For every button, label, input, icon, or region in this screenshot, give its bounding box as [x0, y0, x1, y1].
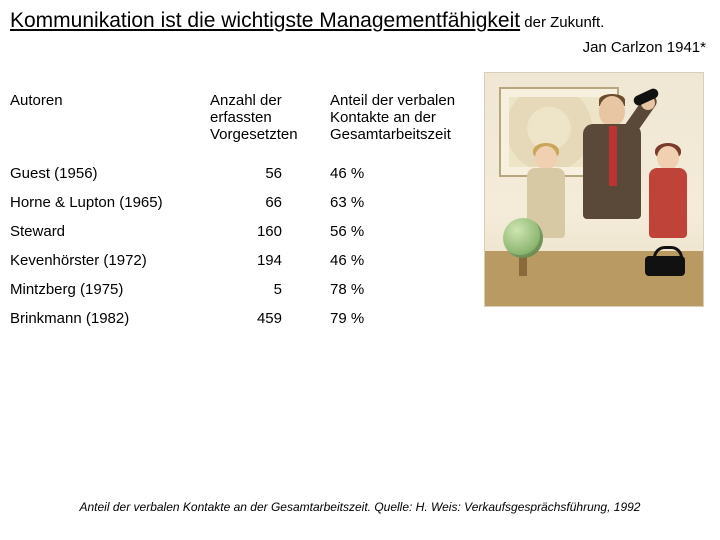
head-icon: [535, 146, 557, 170]
title-tail: der Zukunft.: [520, 14, 604, 31]
title-main: Kommunikation ist die wichtigste Managem…: [10, 9, 520, 32]
cell-author: Steward: [10, 217, 210, 246]
table-row: Horne & Lupton (1965)6663 %: [10, 188, 500, 217]
table-body: Guest (1956)5646 %Horne & Lupton (1965)6…: [10, 159, 500, 333]
desk-phone-icon: [645, 256, 685, 276]
cell-share: 63 %: [330, 188, 500, 217]
footer-source: Anteil der verbalen Kontakte an der Gesa…: [0, 500, 720, 514]
cell-share: 46 %: [330, 246, 500, 275]
cell-share: 78 %: [330, 275, 500, 304]
cell-share: 79 %: [330, 304, 500, 333]
cell-author: Kevenhörster (1972): [10, 246, 210, 275]
slide: Kommunikation ist die wichtigste Managem…: [0, 0, 720, 540]
table-row: Brinkmann (1982)45979 %: [10, 304, 500, 333]
cell-count: 5: [210, 275, 330, 304]
data-table: Autoren Anzahl dererfasstenVorgesetzten …: [10, 92, 500, 333]
cell-author: Guest (1956): [10, 159, 210, 188]
cell-count: 66: [210, 188, 330, 217]
header-authors: Autoren: [10, 92, 210, 159]
cell-share: 46 %: [330, 159, 500, 188]
title-line: Kommunikation ist die wichtigste Managem…: [10, 8, 710, 33]
cell-author: Mintzberg (1975): [10, 275, 210, 304]
tie-icon: [609, 126, 617, 186]
table-row: Kevenhörster (1972)19446 %: [10, 246, 500, 275]
cell-count: 56: [210, 159, 330, 188]
cell-author: Brinkmann (1982): [10, 304, 210, 333]
table-row: Steward16056 %: [10, 217, 500, 246]
table-row: Guest (1956)5646 %: [10, 159, 500, 188]
cell-count: 194: [210, 246, 330, 275]
illustration-placeholder: [484, 72, 704, 307]
head-icon: [657, 146, 679, 170]
cell-share: 56 %: [330, 217, 500, 246]
attribution: Jan Carlzon 1941*: [10, 39, 706, 56]
globe-icon: [503, 218, 543, 258]
table-header-row: Autoren Anzahl dererfasstenVorgesetzten …: [10, 92, 500, 159]
cell-count: 459: [210, 304, 330, 333]
body-icon: [649, 168, 687, 238]
header-share: Anteil der verbalenKontakte an derGesamt…: [330, 92, 500, 159]
table-row: Mintzberg (1975)578 %: [10, 275, 500, 304]
header-count: Anzahl dererfasstenVorgesetzten: [210, 92, 330, 159]
man-on-phone-icon: [571, 96, 651, 276]
cell-author: Horne & Lupton (1965): [10, 188, 210, 217]
head-icon: [599, 96, 625, 126]
cell-count: 160: [210, 217, 330, 246]
